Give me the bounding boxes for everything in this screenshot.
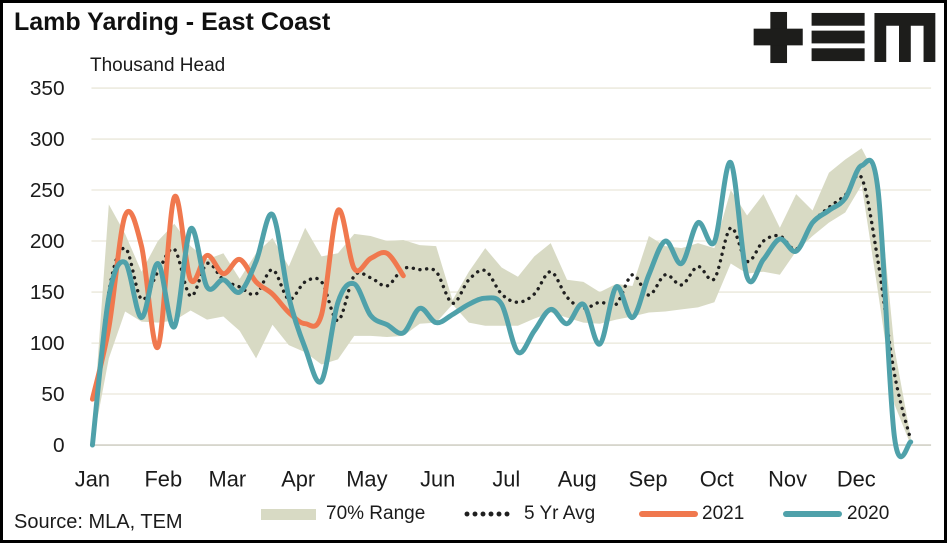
logo-m-icon: [874, 12, 936, 63]
y-tick-label: 0: [53, 434, 65, 457]
chart-canvas: 0 50 100 150 200 250 300 350 Jan Feb Mar Apr May Jun J…: [30, 77, 932, 492]
band-swatch-icon: [261, 508, 316, 520]
legend-item-5yr-avg: 5 Yr Avg: [463, 502, 595, 526]
legend-label-5yr-avg: 5 Yr Avg: [524, 503, 596, 524]
y-tick-label: 50: [41, 383, 64, 406]
y-tick-label: 350: [30, 77, 65, 100]
y-tick-label: 300: [30, 128, 65, 151]
logo-bars-icon: [811, 12, 865, 26]
line-2020: [89, 157, 914, 460]
legend-label-70-range: 70% Range: [326, 503, 426, 524]
line-swatch-2020-icon: [783, 511, 842, 517]
legend-item-70-range: 70% Range: [261, 502, 425, 526]
x-tick-label-aug: Aug: [558, 467, 597, 492]
x-tick-label-sep: Sep: [629, 467, 668, 492]
line-swatch-2021-icon: [639, 511, 698, 517]
y-tick-label: 100: [30, 332, 65, 355]
source-text: Source: MLA, TEM: [14, 511, 183, 533]
x-tick-label-may: May: [346, 467, 387, 492]
chart-legend: 70% Range 5 Yr Avg 2021 2020: [3, 502, 944, 528]
x-tick-label-jan: Jan: [75, 467, 110, 492]
y-tick-label: 250: [30, 179, 65, 202]
x-tick-label-mar: Mar: [209, 467, 247, 492]
legend-label-2021: 2021: [702, 503, 745, 524]
x-tick-label-apr: Apr: [281, 467, 315, 492]
line-2021: [89, 193, 406, 402]
dotted-line-swatch-icon: [463, 511, 510, 517]
y-axis-unit-label: Thousand Head: [90, 55, 226, 76]
x-tick-label-jun: Jun: [420, 467, 455, 492]
x-tick-label-feb: Feb: [144, 467, 182, 492]
legend-item-2021: 2021: [639, 502, 744, 526]
x-tick-label-jul: Jul: [492, 467, 520, 492]
x-tick-label-oct: Oct: [700, 467, 734, 492]
legend-label-2020: 2020: [847, 503, 890, 524]
tem-logo: [753, 11, 936, 64]
x-tick-label-nov: Nov: [768, 467, 807, 492]
y-tick-label: 200: [30, 230, 65, 253]
x-tick-label-dec: Dec: [837, 467, 876, 492]
legend-item-2020: 2020: [783, 502, 889, 526]
chart-title: Lamb Yarding - East Coast: [14, 8, 331, 36]
band-70pct-range: [92, 148, 911, 446]
y-tick-label: 150: [30, 281, 65, 304]
